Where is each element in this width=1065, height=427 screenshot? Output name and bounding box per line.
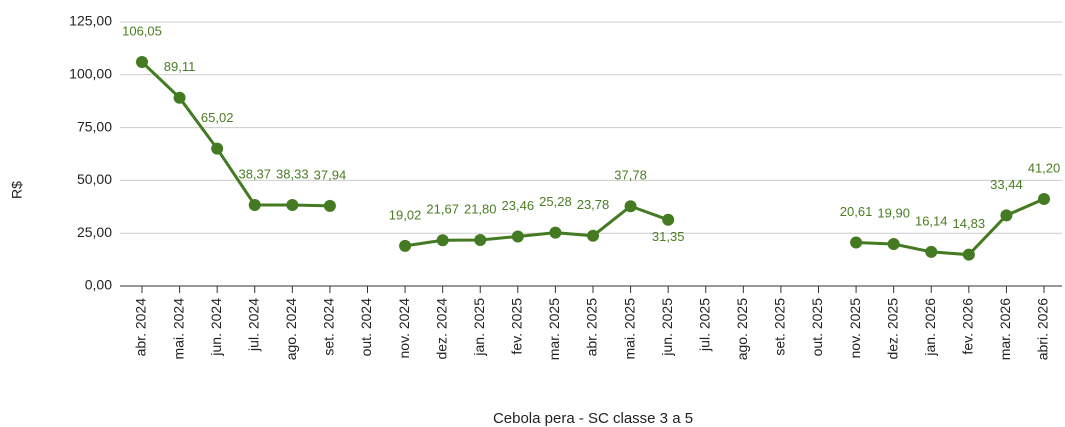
y-tick-label: 50,00 xyxy=(77,171,112,187)
x-tick-label: abr. 2025 xyxy=(584,298,600,357)
point xyxy=(1038,192,1050,205)
data-label: 19,02 xyxy=(389,207,422,222)
y-tick-label: 25,00 xyxy=(77,224,112,240)
data-label: 19,90 xyxy=(877,205,910,220)
x-tick-label: mar. 2025 xyxy=(546,298,562,360)
data-label: 106,05 xyxy=(122,23,162,38)
x-tick-label: set. 2025 xyxy=(772,298,788,356)
x-tick-label: jul. 2025 xyxy=(696,298,712,352)
data-label: 65,02 xyxy=(201,110,234,125)
point xyxy=(850,236,863,249)
point xyxy=(136,56,148,69)
point xyxy=(248,198,261,211)
x-tick-label: jun. 2024 xyxy=(208,298,224,357)
data-label: 37,78 xyxy=(614,168,647,183)
y-tick-label: 75,00 xyxy=(77,118,112,134)
point xyxy=(399,239,412,252)
point xyxy=(323,199,336,212)
line xyxy=(404,204,669,248)
point xyxy=(511,230,524,243)
point xyxy=(587,229,599,242)
point xyxy=(962,248,975,261)
point xyxy=(474,233,487,246)
x-tick-label: jun. 2025 xyxy=(659,298,675,357)
line xyxy=(856,197,1045,257)
line xyxy=(140,60,330,208)
data-label: 37,94 xyxy=(314,167,347,182)
data-label: 21,80 xyxy=(464,201,497,216)
x-tick-label: set. 2024 xyxy=(321,298,337,356)
point xyxy=(624,200,637,213)
x-tick-label: out. 2024 xyxy=(358,298,374,357)
data-label: 89,11 xyxy=(164,59,196,74)
data-label: 25,28 xyxy=(539,194,572,209)
x-tick-label: mai. 2024 xyxy=(170,298,186,360)
y-tick-label: 100,00 xyxy=(69,66,112,82)
data-label: 33,44 xyxy=(990,177,1023,192)
y-axis-title: R$ xyxy=(9,181,25,199)
x-tick-label: mar. 2026 xyxy=(997,298,1013,360)
data-label: 41,20 xyxy=(1028,160,1061,175)
point xyxy=(436,234,449,247)
data-label: 23,46 xyxy=(502,198,535,213)
point xyxy=(887,237,900,250)
data-label: 31,35 xyxy=(652,229,685,244)
data-label: 20,61 xyxy=(840,204,873,219)
y-tick-label: 0,00 xyxy=(85,277,112,293)
data-label: 14,83 xyxy=(953,216,986,231)
x-tick-label: out. 2025 xyxy=(809,298,825,357)
x-axis-title: Cebola pera - SC classe 3 a 5 xyxy=(493,410,693,427)
x-tick-label: ago. 2024 xyxy=(283,298,299,360)
data-label: 38,33 xyxy=(276,166,309,181)
point xyxy=(211,142,224,155)
x-tick-label: jul. 2024 xyxy=(245,298,261,352)
point xyxy=(549,226,562,239)
point xyxy=(925,245,938,258)
data-label: 16,14 xyxy=(915,213,948,228)
x-tick-label: nov. 2025 xyxy=(847,298,863,359)
x-tick-label: abr. 2024 xyxy=(133,298,149,357)
x-tick-label: dez. 2024 xyxy=(433,298,449,360)
data-label: 38,37 xyxy=(238,166,271,181)
x-tick-label: jan. 2026 xyxy=(922,298,938,357)
x-tick-label: mai. 2025 xyxy=(621,298,637,360)
y-tick-label: 125,00 xyxy=(69,13,112,29)
x-tick-label: nov. 2024 xyxy=(396,298,412,359)
point xyxy=(286,199,299,212)
point xyxy=(1000,209,1013,222)
x-tick-label: fev. 2025 xyxy=(509,298,525,355)
point xyxy=(173,91,186,104)
data-label: 23,78 xyxy=(577,197,610,212)
x-tick-label: abri. 2026 xyxy=(1035,298,1051,360)
point xyxy=(662,213,675,226)
x-tick-label: jan. 2025 xyxy=(471,298,487,357)
data-label: 21,67 xyxy=(426,202,459,217)
x-tick-label: dez. 2025 xyxy=(884,298,900,360)
x-tick-label: fev. 2026 xyxy=(960,298,976,355)
x-tick-label: ago. 2025 xyxy=(734,298,750,360)
